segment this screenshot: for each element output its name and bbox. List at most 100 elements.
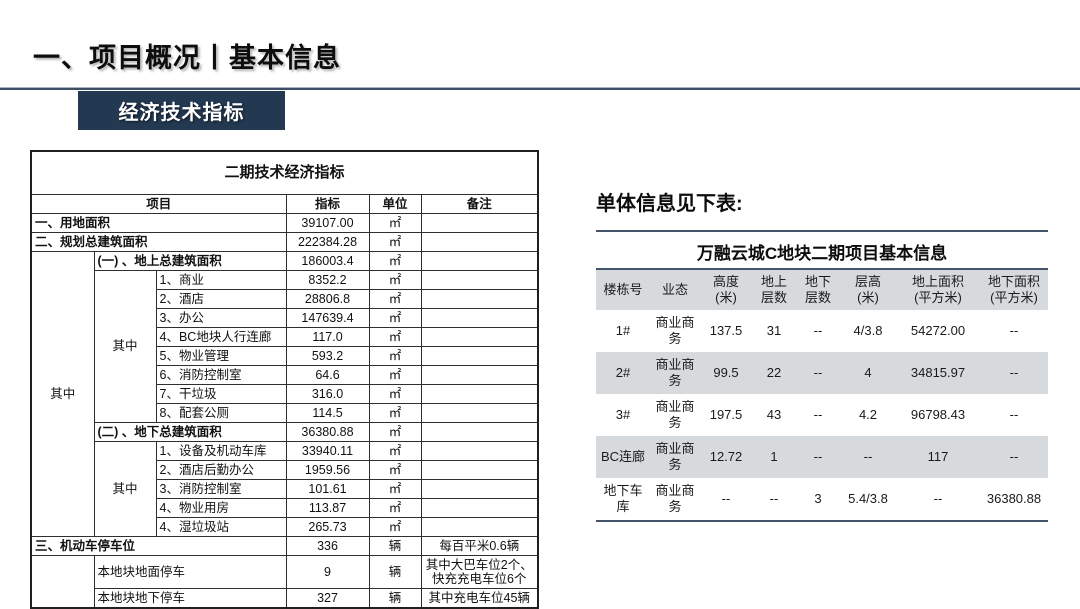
table-row: BC连廊 商业商务 12.72 1 -- -- 117 --: [596, 436, 1048, 478]
planned-gfa-note: [420, 232, 539, 252]
bg-item-note: [420, 441, 539, 461]
business-cell: 商业商务: [650, 352, 700, 394]
planned-gfa-value: 222384.28: [285, 232, 370, 252]
parking-total-value: 336: [285, 536, 370, 556]
business-cell: 商业商务: [655, 482, 695, 514]
above-ground-total-note: [420, 251, 539, 271]
title-divider: [0, 87, 1080, 90]
story-height-cell: 5.4/3.8: [848, 490, 888, 506]
height-cell: --: [721, 490, 731, 506]
bg-item-note: [420, 498, 539, 518]
col-floors-below: 地下 层数: [796, 269, 840, 310]
planned-gfa-label: 二、规划总建筑面积: [30, 232, 287, 252]
ag-item-label: 2、酒店: [155, 289, 287, 309]
story-height-cell: 4: [840, 352, 896, 394]
floors-below-cell: --: [813, 322, 823, 338]
left-economic-table: 二期技术经济指标 项目 指标 单位 备注 一、用地面积 39107.00 ㎡ 二…: [30, 150, 540, 609]
ag-item-label: 4、BC地块人行连廊: [155, 327, 287, 347]
right-table-title: 万融云城C地块二期项目基本信息: [696, 244, 948, 263]
ag-item-label: 1、商业: [155, 270, 287, 290]
bg-item-value: 265.73: [285, 517, 370, 537]
bg-item-note: [420, 460, 539, 480]
area-above-cell: 54272.00: [910, 322, 966, 338]
col-business: 业态: [650, 269, 700, 310]
building-cell: 2#: [596, 352, 650, 394]
ag-item-label: 7、干垃圾: [155, 384, 287, 404]
floors-above-cell: 22: [752, 352, 796, 394]
ag-item-note: [420, 308, 539, 328]
col-header-item: 项目: [30, 194, 287, 214]
bg-item-value: 113.87: [285, 498, 370, 518]
ag-item-unit: ㎡: [368, 289, 422, 309]
ag-item-value: 28806.8: [285, 289, 370, 309]
above-ground-total-value: 186003.4: [285, 251, 370, 271]
ag-item-note: [420, 270, 539, 290]
ag-item-note: [420, 327, 539, 347]
surface-parking-unit: 辆: [368, 555, 422, 589]
surface-parking-value: 9: [285, 555, 370, 589]
bg-item-unit: ㎡: [368, 517, 422, 537]
ag-item-note: [420, 346, 539, 366]
surface-parking-label: 本地块地面停车: [93, 555, 287, 589]
floors-below-cell: 3: [814, 490, 822, 506]
area-above-cell: --: [933, 490, 943, 506]
bg-item-unit: ㎡: [368, 441, 422, 461]
height-cell: 99.5: [700, 352, 752, 394]
heading-divider: [596, 230, 1048, 232]
floors-below-cell: --: [813, 406, 823, 422]
land-area-unit: ㎡: [368, 213, 422, 233]
ag-item-unit: ㎡: [368, 308, 422, 328]
building-cell: 3#: [615, 406, 631, 422]
ag-item-value: 593.2: [285, 346, 370, 366]
area-below-cell: --: [1009, 406, 1019, 422]
height-cell: 137.5: [709, 322, 743, 338]
land-area-note: [420, 213, 539, 233]
bg-item-unit: ㎡: [368, 498, 422, 518]
right-building-table: 楼栋号 业态 高度 (米) 地上 层数 地下 层数 层高 (米) 地上面积 (平…: [596, 268, 1048, 522]
story-height-cell: 4.2: [858, 406, 878, 422]
section-badge: 经济技术指标: [78, 91, 285, 130]
table-row: 1# 商业商务 137.5 31 -- 4/3.8 54272.00 --: [596, 310, 1048, 352]
bg-item-note: [420, 517, 539, 537]
ag-item-unit: ㎡: [368, 384, 422, 404]
parking-total-unit: 辆: [368, 536, 422, 556]
ag-item-unit: ㎡: [368, 270, 422, 290]
col-header-note: 备注: [420, 194, 539, 214]
left-table-title: 二期技术经济指标: [30, 150, 539, 195]
above-ground-total-label: (一) 、地上总建筑面积: [93, 251, 287, 271]
area-below-cell: 36380.88: [986, 490, 1042, 506]
building-cell: BC连廊: [596, 436, 650, 478]
area-below-cell: --: [1009, 322, 1019, 338]
bg-item-label: 4、湿垃圾站: [155, 517, 287, 537]
business-cell: 商业商务: [655, 398, 695, 430]
ag-item-value: 64.6: [285, 365, 370, 385]
col-building: 楼栋号: [596, 269, 650, 310]
below-ground-total-note: [420, 422, 539, 442]
col-height: 高度 (米): [700, 269, 752, 310]
table-row: 2# 商业商务 99.5 22 -- 4 34815.97 --: [596, 352, 1048, 394]
merge-label-above: 其中: [93, 270, 157, 423]
floors-above-cell: --: [769, 490, 779, 506]
below-ground-total-unit: ㎡: [368, 422, 422, 442]
ag-item-unit: ㎡: [368, 403, 422, 423]
area-below-cell: --: [980, 436, 1048, 478]
col-header-value: 指标: [285, 194, 370, 214]
bg-item-label: 1、设备及机动车库: [155, 441, 287, 461]
table-row: 3# 商业商务 197.5 43 -- 4.2 96798.43 --: [596, 394, 1048, 436]
below-ground-total-value: 36380.88: [285, 422, 370, 442]
ag-item-note: [420, 384, 539, 404]
story-height-cell: 4/3.8: [853, 322, 883, 338]
below-ground-total-label: (二) 、地下总建筑面积: [93, 422, 287, 442]
ag-item-value: 316.0: [285, 384, 370, 404]
ag-item-unit: ㎡: [368, 346, 422, 366]
col-area-above: 地上面积 (平方米): [896, 269, 980, 310]
ag-item-value: 117.0: [285, 327, 370, 347]
ag-item-value: 114.5: [285, 403, 370, 423]
height-cell: 197.5: [709, 406, 743, 422]
ag-item-label: 8、配套公厕: [155, 403, 287, 423]
ag-item-value: 147639.4: [285, 308, 370, 328]
ag-item-value: 8352.2: [285, 270, 370, 290]
floors-above-cell: 43: [766, 406, 782, 422]
ag-item-label: 6、消防控制室: [155, 365, 287, 385]
area-above-cell: 117: [896, 436, 980, 478]
